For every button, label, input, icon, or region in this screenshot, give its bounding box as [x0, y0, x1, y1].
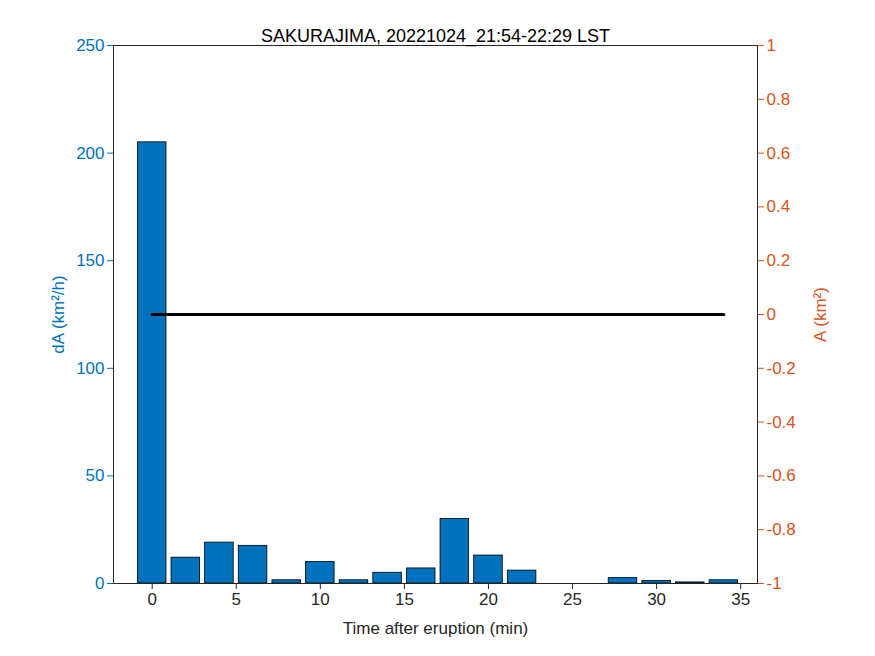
svg-text:-0.6: -0.6 — [767, 466, 796, 485]
svg-text:Time after eruption (min): Time after eruption (min) — [343, 619, 528, 638]
svg-text:-0.2: -0.2 — [767, 359, 796, 378]
svg-text:30: 30 — [647, 590, 666, 609]
svg-text:0.8: 0.8 — [767, 90, 791, 109]
svg-text:250: 250 — [76, 36, 104, 55]
svg-text:50: 50 — [86, 466, 105, 485]
svg-text:SAKURAJIMA, 20221024_21:54-22:: SAKURAJIMA, 20221024_21:54-22:29 LST — [261, 26, 610, 47]
svg-text:1: 1 — [767, 36, 776, 55]
svg-text:-1: -1 — [767, 574, 782, 593]
svg-text:15: 15 — [395, 590, 414, 609]
svg-text:20: 20 — [479, 590, 498, 609]
svg-text:35: 35 — [731, 590, 750, 609]
svg-text:5: 5 — [232, 590, 241, 609]
svg-text:10: 10 — [311, 590, 330, 609]
svg-text:200: 200 — [76, 144, 104, 163]
svg-text:A (km²): A (km²) — [811, 287, 830, 342]
svg-text:0.2: 0.2 — [767, 251, 791, 270]
svg-text:0.6: 0.6 — [767, 144, 791, 163]
svg-text:0: 0 — [147, 590, 156, 609]
svg-text:100: 100 — [76, 359, 104, 378]
svg-text:-0.8: -0.8 — [767, 520, 796, 539]
svg-text:0: 0 — [95, 574, 104, 593]
svg-text:0: 0 — [767, 305, 776, 324]
svg-text:25: 25 — [563, 590, 582, 609]
svg-text:-0.4: -0.4 — [767, 413, 796, 432]
svg-text:dA (km²/h): dA (km²/h) — [49, 275, 68, 353]
svg-text:0.4: 0.4 — [767, 197, 791, 216]
svg-text:150: 150 — [76, 251, 104, 270]
